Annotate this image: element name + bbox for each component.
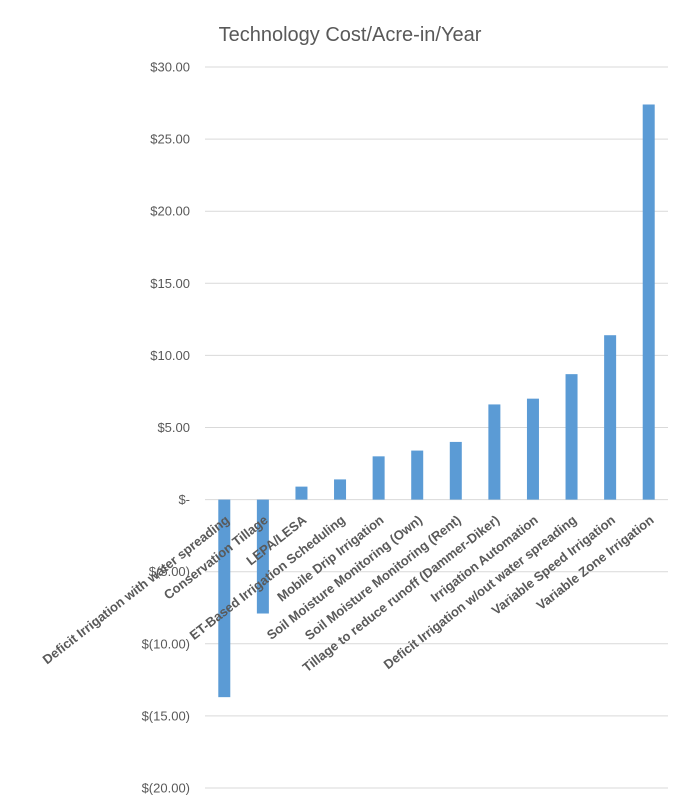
bar — [565, 374, 578, 500]
gridlines — [205, 66, 668, 789]
chart-title: Technology Cost/Acre-in/Year — [219, 24, 482, 46]
y-tick-label: $15.00 — [150, 276, 190, 291]
x-category-label: Deficit Irrigation with water spreading — [40, 512, 233, 667]
bar — [372, 456, 385, 500]
y-tick-label: $(15.00) — [142, 708, 190, 723]
bar — [449, 441, 462, 500]
bar — [334, 479, 347, 500]
y-tick-label: $(5.00) — [149, 564, 190, 579]
bar — [604, 335, 617, 500]
bars — [218, 104, 655, 698]
y-tick-label: $5.00 — [157, 420, 190, 435]
y-tick-label: $30.00 — [150, 60, 190, 75]
y-tick-label: $20.00 — [150, 204, 190, 219]
bar — [488, 404, 501, 500]
bar — [642, 104, 655, 500]
y-tick-label: $(10.00) — [142, 636, 190, 651]
bar — [411, 450, 424, 500]
x-axis-category-labels: Deficit Irrigation with water spreadingC… — [40, 512, 657, 675]
y-tick-label: $(20.00) — [142, 781, 190, 796]
bar — [526, 398, 539, 500]
y-tick-label: $25.00 — [150, 132, 190, 147]
bar — [295, 486, 308, 500]
y-tick-label: $- — [178, 492, 190, 507]
bar — [256, 499, 269, 614]
y-axis-tick-labels: $30.00 $25.00 $20.00 $15.00 $10.00 $5.00 $- $(5… — [142, 60, 190, 796]
y-tick-label: $10.00 — [150, 348, 190, 363]
bar — [218, 499, 231, 698]
